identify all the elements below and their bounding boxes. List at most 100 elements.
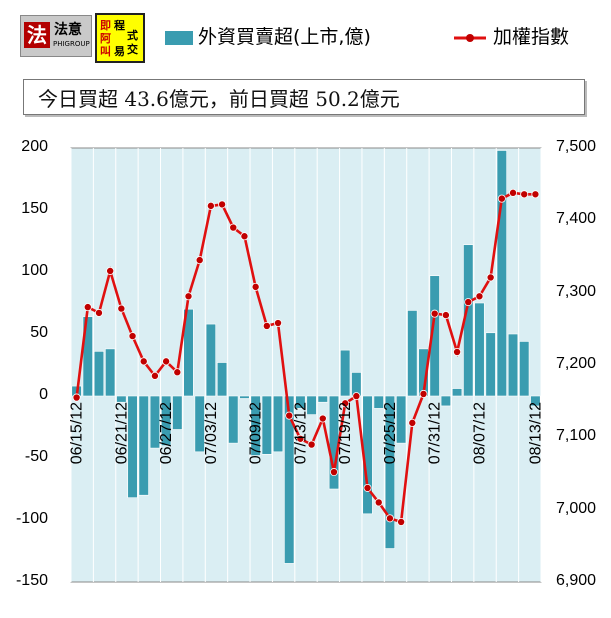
logo2-char: 交 [127, 43, 138, 56]
left-tick-label: 200 [21, 138, 48, 155]
index-point [94, 308, 103, 317]
bar [250, 395, 261, 456]
index-point [363, 483, 372, 492]
left-tick-label: 0 [39, 386, 48, 403]
bar [172, 395, 183, 430]
bar [496, 150, 507, 397]
index-point [385, 514, 394, 523]
bar [194, 395, 205, 453]
bar [161, 395, 172, 446]
bar [205, 323, 216, 397]
index-point [72, 393, 81, 402]
bar [373, 395, 384, 409]
x-tick-label: 08/13/12 [527, 402, 544, 464]
plot-area [70, 147, 542, 583]
logo2-char: 叫 [100, 45, 111, 58]
bar [507, 333, 519, 397]
x-tick-label: 08/07/12 [471, 402, 488, 464]
index-point [475, 292, 484, 301]
index-point [285, 411, 294, 420]
index-point [195, 256, 204, 265]
phigroup-logo: 法 法意 PHIGROUP [20, 15, 92, 57]
right-tick-label: 7,500 [556, 138, 597, 155]
x-tick-label: 06/27/12 [158, 402, 175, 464]
index-point [240, 232, 249, 241]
bar [306, 395, 317, 415]
right-tick-label: 7,100 [556, 427, 597, 445]
index-point [374, 498, 383, 507]
index-point [274, 319, 283, 328]
bar [451, 388, 463, 397]
logo-title: 法意 [54, 22, 82, 38]
bar [93, 351, 105, 397]
bar [295, 395, 306, 409]
right-tick-label: 6,900 [556, 572, 597, 589]
bar [340, 349, 351, 397]
index-point [206, 201, 215, 210]
index-point [531, 190, 540, 199]
index-point [497, 194, 506, 203]
x-tick-label: 07/25/12 [382, 402, 399, 464]
bar [228, 395, 239, 444]
x-tick-label: 07/31/12 [427, 402, 444, 464]
index-point [117, 304, 126, 313]
index-point [419, 389, 428, 398]
index-point [307, 440, 316, 449]
right-tick-label: 7,400 [556, 210, 597, 228]
bar [284, 395, 295, 564]
index-point [441, 311, 450, 320]
bar [396, 395, 407, 444]
left-tick-label: 150 [21, 200, 48, 217]
logo2-char: 即 [100, 19, 111, 32]
headline-text: 今日買超 43.6億元，前日買超 50.2億元 [38, 87, 400, 111]
x-tick-label: 07/09/12 [248, 402, 265, 464]
bar [485, 332, 496, 397]
index-point [408, 418, 417, 427]
legend-bar-label: 外資買賣超(上市,億) [198, 26, 371, 48]
index-point [218, 200, 227, 209]
index-point [150, 371, 159, 380]
x-tick-label: 06/21/12 [113, 402, 130, 464]
index-point [139, 357, 148, 366]
index-point [397, 517, 406, 526]
x-tick-label: 06/15/12 [69, 402, 86, 464]
logo2-char: 程 [114, 19, 125, 32]
right-tick-label: 7,200 [556, 355, 597, 372]
program-trading-logo: 即 阿 叫 程 式 交 易 [95, 13, 145, 63]
bar [138, 395, 149, 496]
logo-subtitle: PHIGROUP [53, 40, 90, 48]
x-tick-label: 07/03/12 [203, 402, 220, 464]
left-tick-label: -50 [24, 448, 48, 465]
index-point [83, 303, 92, 312]
bar [272, 395, 284, 453]
legend-bar-swatch [165, 31, 193, 45]
index-point [486, 273, 495, 282]
index-point [184, 292, 193, 301]
bar [384, 395, 396, 549]
index-point [296, 434, 305, 443]
logo2-char: 式 [127, 29, 138, 42]
index-point [430, 309, 439, 318]
index-point [509, 188, 518, 197]
index-point [229, 223, 238, 232]
bar [429, 275, 440, 397]
index-point [251, 282, 260, 291]
right-tick-label: 7,300 [556, 282, 597, 300]
left-tick-label: 100 [21, 262, 48, 279]
x-tick-label: 07/19/12 [337, 402, 354, 464]
index-point [128, 332, 137, 341]
bar [239, 395, 250, 399]
logo-mark-icon: 法 [24, 22, 50, 48]
bar [183, 308, 194, 397]
logo2-char: 阿 [100, 32, 111, 45]
index-point [341, 399, 350, 408]
bar [407, 310, 418, 397]
bar [127, 395, 138, 498]
index-point [318, 414, 327, 423]
index-point [162, 357, 171, 366]
bar [149, 395, 161, 449]
bar [317, 395, 328, 403]
left-tick-label: 50 [30, 324, 48, 341]
index-point [520, 190, 529, 199]
